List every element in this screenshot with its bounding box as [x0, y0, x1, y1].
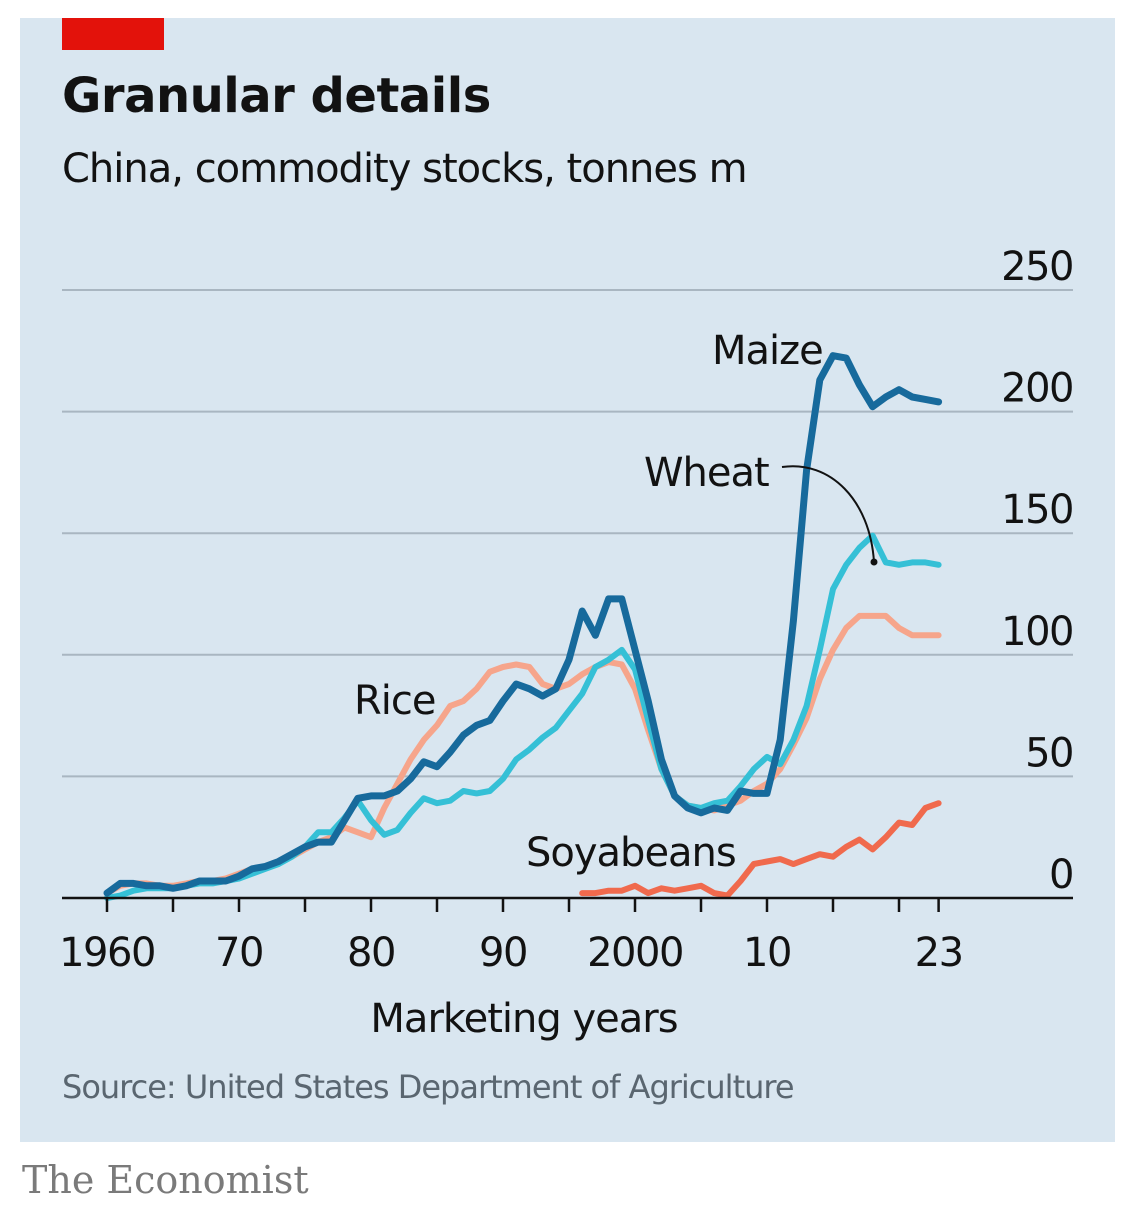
y-tick-label-250: 250: [1001, 244, 1073, 290]
y-tick-label-50: 50: [1025, 730, 1073, 776]
wheat-leader-line: [781, 465, 875, 563]
series-line-maize: [103, 352, 943, 897]
series-label-soyabeans: Soyabeans: [526, 830, 736, 876]
x-tick-label-1990: 90: [479, 930, 527, 976]
brand-red-tag: [62, 18, 164, 50]
y-tick-label-100: 100: [1001, 609, 1073, 655]
series-label-maize: Maize: [712, 328, 823, 374]
series-label-rice: Rice: [354, 678, 436, 724]
x-tick-label-2000: 2000: [587, 930, 683, 976]
series-line-soyabeans: [579, 800, 942, 899]
chart-subtitle: China, commodity stocks, tonnes m: [62, 146, 748, 192]
x-tick-label-1980: 80: [347, 930, 395, 976]
wheat-leader-dot: [870, 558, 878, 566]
x-tick-label-1970: 70: [215, 930, 263, 976]
y-tick-label-200: 200: [1001, 366, 1073, 412]
economist-logo: The Economist: [22, 1158, 309, 1202]
series-line-wheat: [104, 532, 942, 901]
series-label-wheat: Wheat: [644, 450, 769, 496]
y-tick-label-150: 150: [1001, 487, 1073, 533]
x-tick-label-2023: 23: [915, 930, 963, 976]
chart-title: Granular details: [62, 68, 491, 124]
x-tick-label-2010: 10: [743, 930, 791, 976]
x-tick-label-1960: 1960: [59, 930, 155, 976]
y-tick-label-0: 0: [1049, 852, 1073, 898]
x-axis-title: Marketing years: [370, 996, 677, 1042]
chart-panel: [20, 18, 1115, 1142]
source-note: Source: United States Department of Agri…: [62, 1068, 795, 1106]
